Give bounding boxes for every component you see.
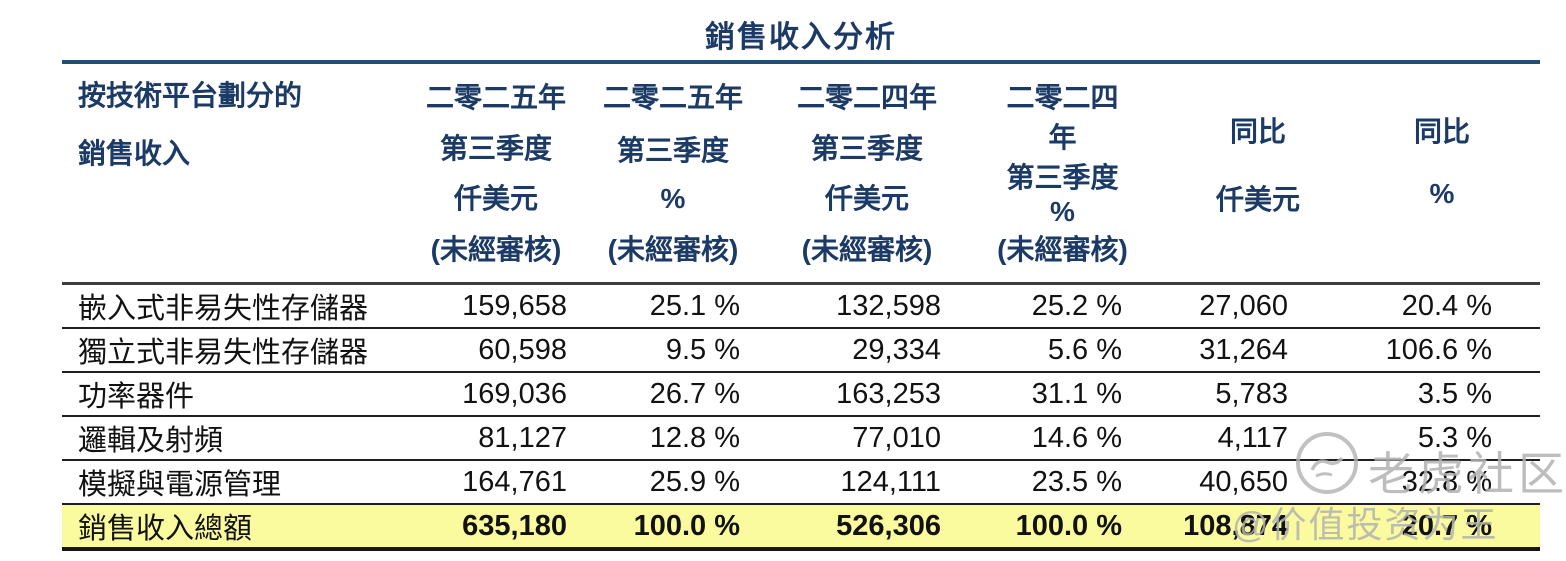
- column-header-line: %: [660, 182, 686, 214]
- cell-2025q3-pct: 25.9 %: [575, 460, 747, 505]
- column-header-line: (未經審核): [801, 233, 933, 265]
- cell-2025q3-pct: 26.7 %: [575, 372, 747, 417]
- column-header-yoy-usd: 同比 仟美元: [1130, 62, 1301, 285]
- cell-2024q3-pct: 25.2 %: [945, 283, 1130, 329]
- row-label: 獨立式非易失性存儲器: [62, 328, 417, 373]
- column-header-line: 二零二五年: [425, 82, 566, 113]
- cell-2024q3-usd: 163,253: [747, 372, 945, 417]
- column-header-2025q3-usd: 二零二五年 第三季度 仟美元 (未經審核): [417, 62, 575, 285]
- cell-yoy-pct: 20.7 %: [1300, 504, 1540, 551]
- row-label: 模擬與電源管理: [62, 460, 417, 505]
- cell-yoy-pct: 5.3 %: [1300, 416, 1540, 461]
- column-header-line: 銷售收入: [78, 138, 191, 169]
- cell-yoy-pct: 32.8 %: [1300, 460, 1540, 505]
- cell-2025q3-usd: 159,658: [417, 283, 575, 329]
- cell-2024q3-pct: 5.6 %: [945, 328, 1130, 373]
- column-header-2024q3-pct: 二零二四年 第三季度 % (未經審核): [945, 62, 1130, 285]
- column-header-line: %: [1429, 178, 1455, 209]
- table-row-embedded-nvm: 嵌入式非易失性存儲器 159,658 25.1 % 132,598 25.2 %…: [62, 283, 1540, 329]
- column-header-line: 仟美元: [1216, 184, 1301, 215]
- column-header-line: 同比: [1413, 116, 1470, 147]
- row-label: 功率器件: [62, 372, 417, 417]
- page-title: 銷售收入分析: [705, 21, 897, 54]
- column-header-line: (未經審核): [607, 233, 739, 265]
- column-header-line: (未經審核): [430, 233, 562, 265]
- column-header-line: 二零二四年: [1006, 82, 1119, 153]
- cell-2024q3-usd: 29,334: [747, 328, 945, 373]
- column-header-line: 二零二四年: [796, 82, 937, 113]
- cell-2025q3-usd: 60,598: [417, 328, 575, 373]
- cell-2025q3-pct: 9.5 %: [575, 328, 747, 373]
- row-label: 銷售收入總額: [62, 504, 417, 551]
- column-header-line: 仟美元: [453, 183, 538, 215]
- cell-2025q3-usd: 169,036: [417, 372, 575, 417]
- cell-yoy-usd: 108,874: [1130, 504, 1300, 551]
- row-label: 嵌入式非易失性存儲器: [62, 283, 417, 329]
- column-header-line: (未經審核): [997, 234, 1128, 265]
- cell-yoy-usd: 5,783: [1130, 372, 1300, 417]
- column-header-line: 仟美元: [824, 183, 909, 215]
- column-header-2024q3-usd: 二零二四年 第三季度 仟美元 (未經審核): [747, 62, 945, 285]
- cell-yoy-usd: 4,117: [1130, 416, 1300, 461]
- cell-yoy-usd: 40,650: [1130, 460, 1300, 505]
- table-header: 按技術平台劃分的 銷售收入 二零二五年 第三季度 仟美元 (未經審核) 二零二五…: [62, 62, 1540, 285]
- table-row-logic-rf: 邏輯及射頻 81,127 12.8 % 77,010 14.6 % 4,117 …: [62, 416, 1540, 461]
- table-row-analog-power-mgmt: 模擬與電源管理 164,761 25.9 % 124,111 23.5 % 40…: [62, 460, 1540, 505]
- column-header-yoy-pct: 同比 %: [1300, 62, 1540, 285]
- cell-2024q3-pct: 31.1 %: [945, 372, 1130, 417]
- column-header-line: 第三季度: [439, 132, 552, 164]
- column-header-platform: 按技術平台劃分的 銷售收入: [62, 62, 417, 285]
- cell-2025q3-usd: 81,127: [417, 416, 575, 461]
- cell-2025q3-pct: 100.0 %: [575, 504, 747, 551]
- cell-yoy-pct: 20.4 %: [1300, 283, 1540, 329]
- cell-2024q3-usd: 124,111: [747, 460, 945, 505]
- column-header-line: %: [1050, 196, 1075, 227]
- row-label: 邏輯及射頻: [62, 416, 417, 461]
- column-header-2025q3-pct: 二零二五年 第三季度 % (未經審核): [575, 62, 747, 285]
- cell-yoy-usd: 31,264: [1130, 328, 1300, 373]
- table-body: 嵌入式非易失性存儲器 159,658 25.1 % 132,598 25.2 %…: [62, 283, 1540, 551]
- column-header-line: 第三季度: [616, 135, 729, 167]
- cell-yoy-usd: 27,060: [1130, 283, 1300, 329]
- column-header-line: 第三季度: [1006, 162, 1119, 193]
- table-row-power-devices: 功率器件 169,036 26.7 % 163,253 31.1 % 5,783…: [62, 372, 1540, 417]
- cell-2025q3-usd: 164,761: [417, 460, 575, 505]
- table-row-standalone-nvm: 獨立式非易失性存儲器 60,598 9.5 % 29,334 5.6 % 31,…: [62, 328, 1540, 373]
- revenue-by-platform-table: 按技術平台劃分的 銷售收入 二零二五年 第三季度 仟美元 (未經審核) 二零二五…: [62, 60, 1540, 551]
- cell-yoy-pct: 3.5 %: [1300, 372, 1540, 417]
- cell-2024q3-usd: 526,306: [747, 504, 945, 551]
- column-header-line: 二零二五年: [602, 82, 743, 113]
- cell-2024q3-pct: 100.0 %: [945, 504, 1130, 551]
- cell-2024q3-usd: 132,598: [747, 283, 945, 329]
- cell-2025q3-pct: 25.1 %: [575, 283, 747, 329]
- cell-yoy-pct: 106.6 %: [1300, 328, 1540, 373]
- cell-2024q3-pct: 23.5 %: [945, 460, 1130, 505]
- column-header-line: 按技術平台劃分的: [78, 80, 303, 111]
- cell-2025q3-usd: 635,180: [417, 504, 575, 551]
- column-header-line: 同比: [1229, 116, 1286, 147]
- cell-2024q3-pct: 14.6 %: [945, 416, 1130, 461]
- table-row-total-revenue: 銷售收入總額 635,180 100.0 % 526,306 100.0 % 1…: [62, 504, 1540, 551]
- cell-2024q3-usd: 77,010: [747, 416, 945, 461]
- column-header-line: 第三季度: [810, 132, 923, 164]
- cell-2025q3-pct: 12.8 %: [575, 416, 747, 461]
